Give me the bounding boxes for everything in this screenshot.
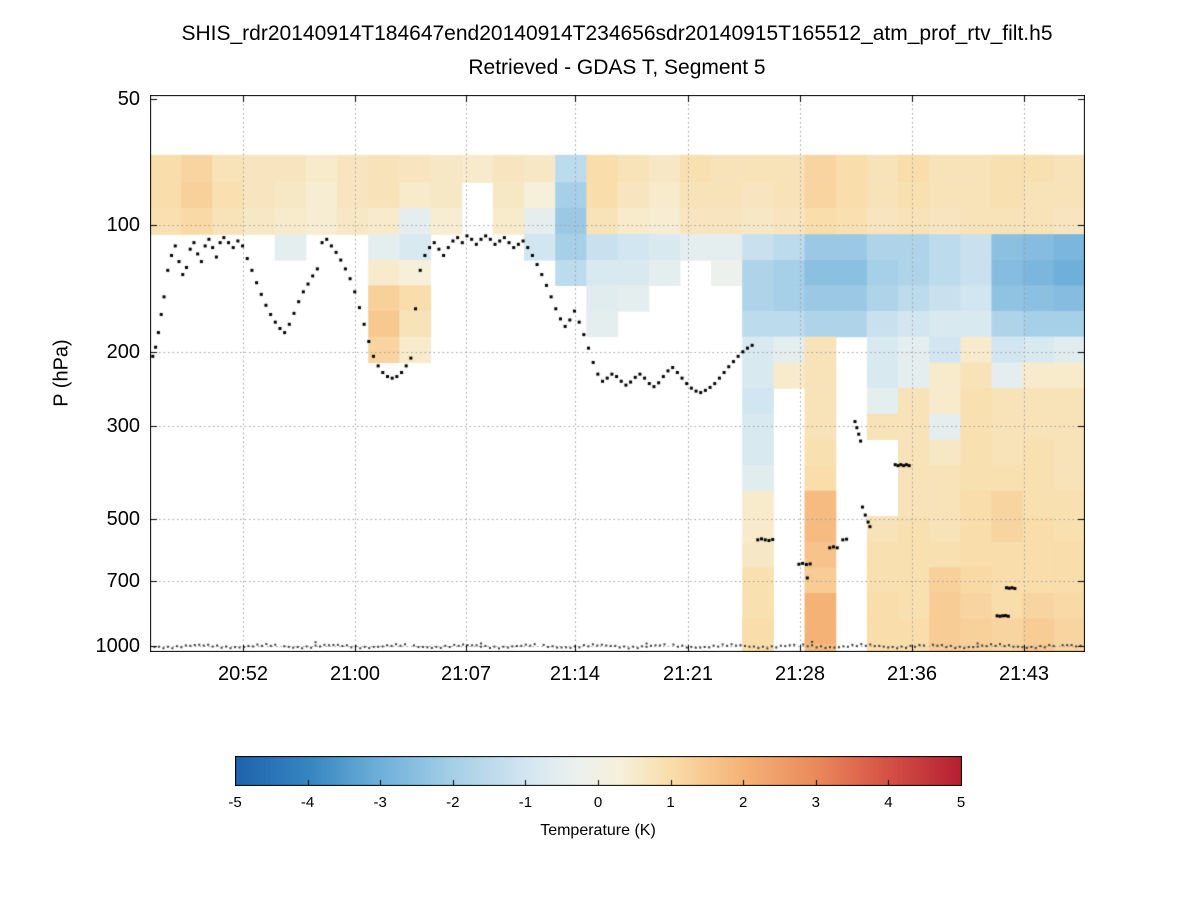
heatmap-canvas xyxy=(150,95,1085,652)
x-tick-label-21:21: 21:21 xyxy=(662,663,714,685)
y-tick-label-300: 300 xyxy=(106,414,140,437)
colorbar-label: Temperature (K) xyxy=(540,822,656,839)
plot-area xyxy=(150,95,1085,652)
colorbar-tick-label-4: 4 xyxy=(884,794,893,811)
y-tick-label-200: 200 xyxy=(106,340,140,363)
y-tick-label-1000: 1000 xyxy=(95,634,141,657)
colorbar-canvas xyxy=(235,756,962,786)
y-tick-label-50: 50 xyxy=(117,87,140,110)
colorbar-tick-label--3: -3 xyxy=(373,794,387,811)
colorbar-tick-label--4: -4 xyxy=(300,794,315,811)
colorbar-tick-label-5: 5 xyxy=(956,794,966,811)
x-tick-label-21:14: 21:14 xyxy=(549,663,600,685)
colorbar-tick-label-0: 0 xyxy=(593,794,603,811)
colorbar xyxy=(235,756,962,786)
colorbar-tick-label-1: 1 xyxy=(666,794,675,811)
colorbar-tick-label--2: -2 xyxy=(446,794,460,811)
x-tick-label-21:07: 21:07 xyxy=(440,663,492,685)
x-tick-label-20:52: 20:52 xyxy=(218,663,269,685)
figure-title-line1: SHIS_rdr20140914T184647end20140914T23465… xyxy=(181,22,1053,45)
x-tick-label-21:43: 21:43 xyxy=(999,663,1050,685)
y-tick-label-100: 100 xyxy=(106,214,140,237)
colorbar-tick-label-2: 2 xyxy=(739,794,748,811)
y-tick-label-700: 700 xyxy=(106,569,140,592)
colorbar-tick-label--1: -1 xyxy=(518,794,533,811)
x-tick-label-21:28: 21:28 xyxy=(774,663,826,685)
colorbar-tick-label--5: -5 xyxy=(228,794,242,811)
colorbar-tick-label-3: 3 xyxy=(811,794,820,811)
figure-title-line2: Retrieved - GDAS T, Segment 5 xyxy=(468,56,766,79)
x-tick-label-21:36: 21:36 xyxy=(886,663,938,685)
y-tick-label-500: 500 xyxy=(106,508,140,531)
x-tick-label-21:00: 21:00 xyxy=(330,663,381,685)
